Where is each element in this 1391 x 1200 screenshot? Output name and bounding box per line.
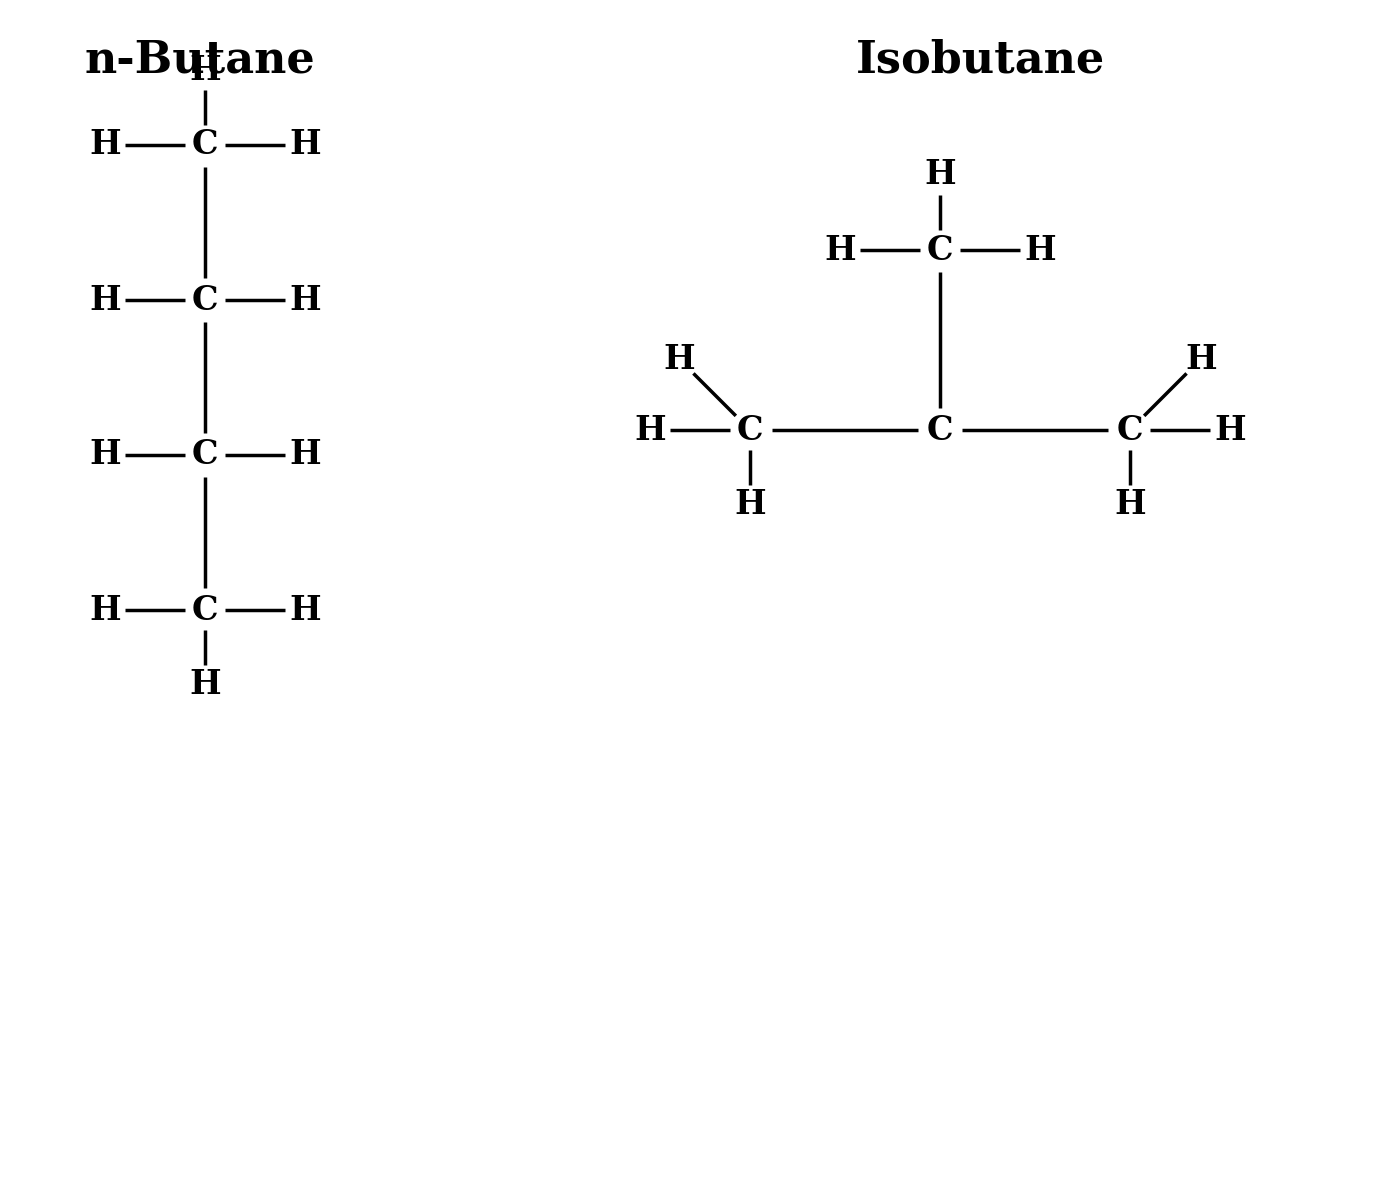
Text: C: C (1117, 414, 1143, 446)
Text: H: H (289, 283, 321, 317)
Text: H: H (634, 414, 666, 446)
Text: Isobutane: Isobutane (855, 38, 1104, 82)
Text: H: H (289, 594, 321, 626)
Text: H: H (825, 234, 855, 266)
Text: H: H (89, 283, 121, 317)
Text: n-Butane: n-Butane (85, 38, 316, 82)
Text: H: H (89, 128, 121, 162)
Text: H: H (289, 128, 321, 162)
Text: C: C (192, 283, 218, 317)
Text: H: H (89, 594, 121, 626)
Text: H: H (89, 438, 121, 472)
Text: C: C (192, 438, 218, 472)
Text: H: H (1185, 343, 1217, 376)
Text: H: H (289, 438, 321, 472)
Text: C: C (926, 414, 953, 446)
Text: C: C (737, 414, 764, 446)
Text: H: H (189, 668, 221, 702)
Text: H: H (924, 158, 956, 192)
Text: H: H (1114, 488, 1146, 522)
Text: C: C (192, 128, 218, 162)
Text: H: H (664, 343, 696, 376)
Text: C: C (926, 234, 953, 266)
Text: H: H (734, 488, 766, 522)
Text: H: H (1024, 234, 1056, 266)
Text: H: H (1214, 414, 1246, 446)
Text: H: H (189, 54, 221, 86)
Text: C: C (192, 594, 218, 626)
